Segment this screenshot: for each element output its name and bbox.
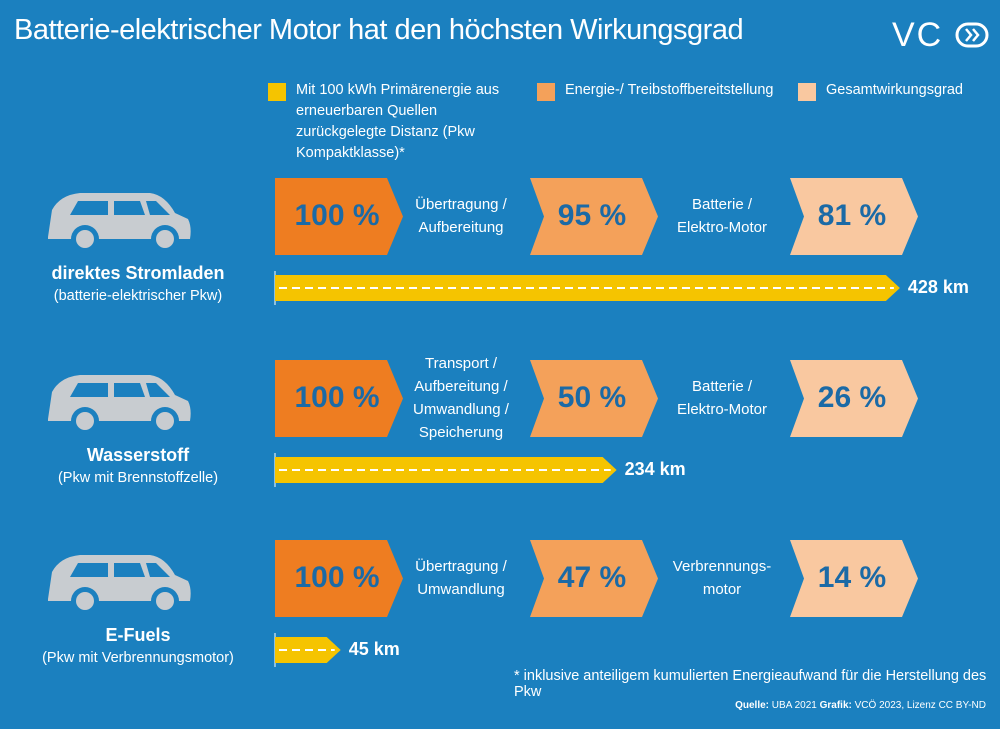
step-box — [275, 360, 403, 437]
legend-label: Gesamtwirkungsgrad — [826, 82, 963, 98]
row-name: direktes Stromladen — [51, 263, 225, 283]
car-part — [156, 592, 174, 610]
transition-label: Übertragung / Umwandlung — [415, 558, 507, 598]
step-value: 100 % — [294, 380, 380, 414]
step-value: 14 % — [817, 560, 887, 594]
distance-bar — [275, 275, 900, 301]
transition-label: Verbrennungs-motor — [672, 558, 772, 598]
source-text: VCÖ 2023, Lizenz CC BY-ND — [854, 700, 986, 711]
step-value: 50 % — [557, 380, 627, 414]
transition-label: Batterie / Elektro-Motor — [676, 378, 768, 418]
car-part — [76, 230, 94, 248]
step-box — [790, 360, 918, 437]
step-value: 95 % — [557, 198, 627, 232]
logo: VC — [892, 16, 944, 54]
row-subtitle: (Pkw mit Verbrennungsmotor) — [42, 650, 234, 666]
car-part — [76, 592, 94, 610]
row-name: Wasserstoff — [86, 445, 190, 465]
distance-label: 45 km — [348, 639, 400, 659]
legend-label: Mit 100 kWh Primärenergie aus erneuerbar… — [296, 82, 500, 161]
logo-mark — [955, 22, 989, 48]
legend-swatch — [798, 83, 816, 101]
transition-label: Batterie / Elektro-Motor — [676, 196, 768, 236]
step-box — [530, 178, 658, 255]
legend-swatch — [537, 83, 555, 101]
car-icon — [48, 555, 191, 615]
step-value: 26 % — [817, 380, 887, 414]
distance-bar — [275, 457, 617, 483]
source-label: Quelle: — [735, 700, 770, 711]
step-value: 47 % — [557, 560, 627, 594]
car-part — [70, 563, 170, 577]
step-value: 100 % — [294, 198, 380, 232]
legend-swatch — [268, 83, 286, 101]
row-subtitle: (Pkw mit Brennstoffzelle) — [57, 470, 219, 486]
step-box — [790, 540, 918, 617]
transition-label: Transport / Aufbereitung / Umwandlung / … — [413, 355, 509, 441]
distance-label: 234 km — [624, 459, 686, 479]
footnote: * inklusive anteiligem kumulierten Energ… — [514, 668, 987, 700]
source: Quelle: UBA 2021 Grafik: VCÖ 2023, Lizen… — [735, 700, 986, 711]
step-box — [530, 360, 658, 437]
car-part — [76, 412, 94, 430]
source-label: Grafik: — [819, 700, 852, 711]
step-value: 81 % — [817, 198, 887, 232]
car-icon — [48, 193, 191, 253]
title: Batterie-elektrischer Motor hat den höch… — [14, 14, 744, 46]
row-name: E-Fuels — [105, 625, 171, 645]
source-text: UBA 2021 — [771, 700, 817, 711]
car-icon — [48, 375, 191, 435]
step-box — [790, 178, 918, 255]
row-subtitle: (batterie-elektrischer Pkw) — [53, 288, 223, 304]
transition-label: Übertragung / Aufbereitung — [415, 196, 507, 236]
step-box — [530, 540, 658, 617]
distance-label: 428 km — [907, 277, 969, 297]
step-box — [275, 178, 403, 255]
car-part — [70, 383, 170, 397]
car-part — [156, 412, 174, 430]
legend-label: Energie-/ Treibstoffbereitstellung — [565, 82, 774, 98]
step-value: 100 % — [294, 560, 380, 594]
step-box — [275, 540, 403, 617]
car-part — [156, 230, 174, 248]
car-part — [70, 201, 170, 215]
